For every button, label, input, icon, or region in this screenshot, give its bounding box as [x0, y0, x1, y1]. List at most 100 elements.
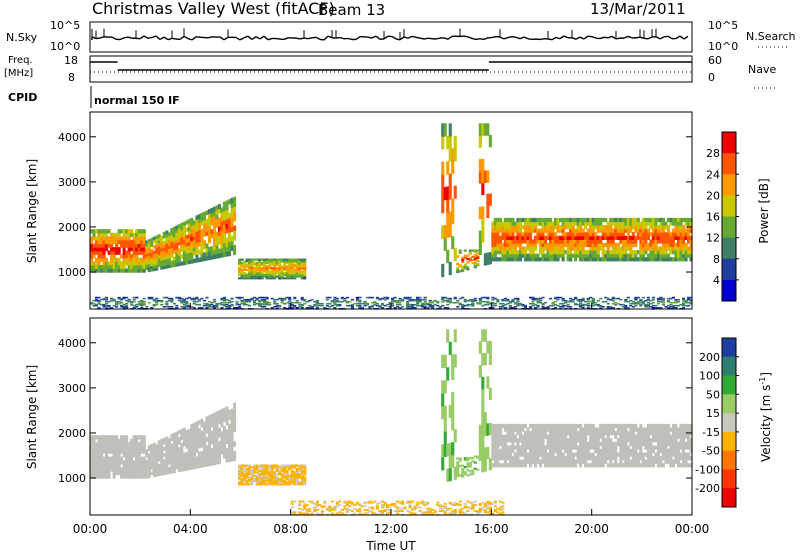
power-cell [634, 228, 638, 233]
velocity-cell [268, 479, 272, 482]
velocity-cell [413, 506, 417, 509]
power-cell [483, 300, 487, 303]
velocity-cell [122, 449, 126, 454]
power-cell [200, 233, 204, 238]
power-cell [488, 307, 492, 309]
power-cell [142, 300, 146, 303]
power-cell [684, 228, 688, 233]
power-cell [117, 297, 121, 300]
velocity-cell [238, 481, 242, 484]
power-cell [446, 161, 450, 175]
power-cell [451, 160, 455, 174]
power-cell [132, 257, 136, 262]
velocity-cell [315, 504, 319, 506]
power-colorbar-swatch [722, 174, 736, 196]
power-cell [243, 260, 247, 263]
freq-panel [89, 55, 693, 83]
velocity-cell [488, 510, 492, 512]
velocity-cell [493, 448, 497, 454]
velocity-cell [539, 463, 543, 468]
velocity-cell [283, 479, 287, 482]
power-cell [493, 239, 497, 244]
velocity-cell [127, 470, 131, 476]
power-cell [273, 298, 277, 301]
power-cell [90, 243, 94, 248]
power-colorbar-label: Power [dB] [757, 178, 771, 243]
power-cell [215, 236, 219, 242]
velocity-cell [345, 507, 349, 510]
velocity-cell [107, 442, 111, 447]
power-cell [671, 232, 675, 237]
power-cell [549, 228, 553, 233]
power-cell [132, 298, 136, 301]
nsky-trace-seg [511, 35, 517, 39]
velocity-cell [92, 456, 96, 461]
velocity-cell [270, 474, 274, 477]
power-cell [205, 307, 209, 309]
power-cell [589, 225, 593, 230]
velocity-cell [160, 445, 164, 449]
velocity-cell [328, 505, 332, 508]
power-cell [273, 302, 277, 305]
velocity-cell [245, 469, 249, 472]
velocity-cell [160, 457, 164, 461]
velocity-cell [536, 445, 540, 450]
velocity-cell [293, 474, 297, 477]
power-cell [170, 250, 174, 255]
power-cell [145, 251, 149, 255]
power-cell [601, 253, 605, 258]
power-cell [516, 253, 520, 258]
velocity-cell [544, 448, 548, 454]
power-cell [172, 302, 176, 305]
power-cell [596, 242, 600, 248]
power-cell [330, 300, 334, 303]
velocity-cell [516, 427, 520, 432]
power-cell [398, 299, 402, 302]
velocity-cell [195, 429, 199, 434]
velocity-cell [117, 453, 121, 458]
power-cell [222, 201, 226, 207]
velocity-cell [202, 434, 206, 439]
power-cell [624, 246, 628, 251]
nsky-trace-seg [551, 36, 557, 41]
velocity-cell [110, 456, 114, 461]
power-cell [135, 232, 139, 237]
power-cell [95, 264, 99, 270]
power-cell [513, 301, 517, 304]
velocity-cell [559, 427, 563, 432]
power-cell [586, 228, 590, 233]
velocity-cell [180, 464, 184, 469]
velocity-cell [378, 512, 382, 515]
power-cell [579, 239, 583, 244]
power-cell [669, 303, 673, 306]
power-cell [448, 211, 452, 225]
power-cell [531, 297, 535, 300]
power-cell [616, 228, 620, 233]
power-cell [180, 222, 184, 227]
velocity-cell [167, 470, 171, 475]
power-cell [245, 258, 249, 261]
power-cell [506, 242, 510, 248]
power-cell [661, 235, 665, 240]
power-cell [230, 197, 234, 204]
power-cell [132, 264, 136, 270]
velocity-cell [283, 481, 287, 484]
power-cell [671, 228, 675, 233]
power-cell [651, 301, 655, 304]
velocity-cell [280, 473, 284, 476]
power-cell [132, 243, 136, 248]
power-cell [656, 298, 660, 301]
power-cell [501, 304, 505, 307]
power-cell [669, 232, 673, 237]
power-cell [656, 250, 660, 255]
power-cell [651, 296, 655, 299]
power-cell [682, 297, 686, 300]
power-cell [523, 250, 527, 255]
velocity-cell [100, 442, 104, 447]
power-cell [258, 299, 262, 302]
velocity-cell [273, 464, 277, 467]
velocity-cell [222, 425, 226, 432]
power-cell [180, 254, 184, 259]
velocity-cell [210, 439, 214, 445]
